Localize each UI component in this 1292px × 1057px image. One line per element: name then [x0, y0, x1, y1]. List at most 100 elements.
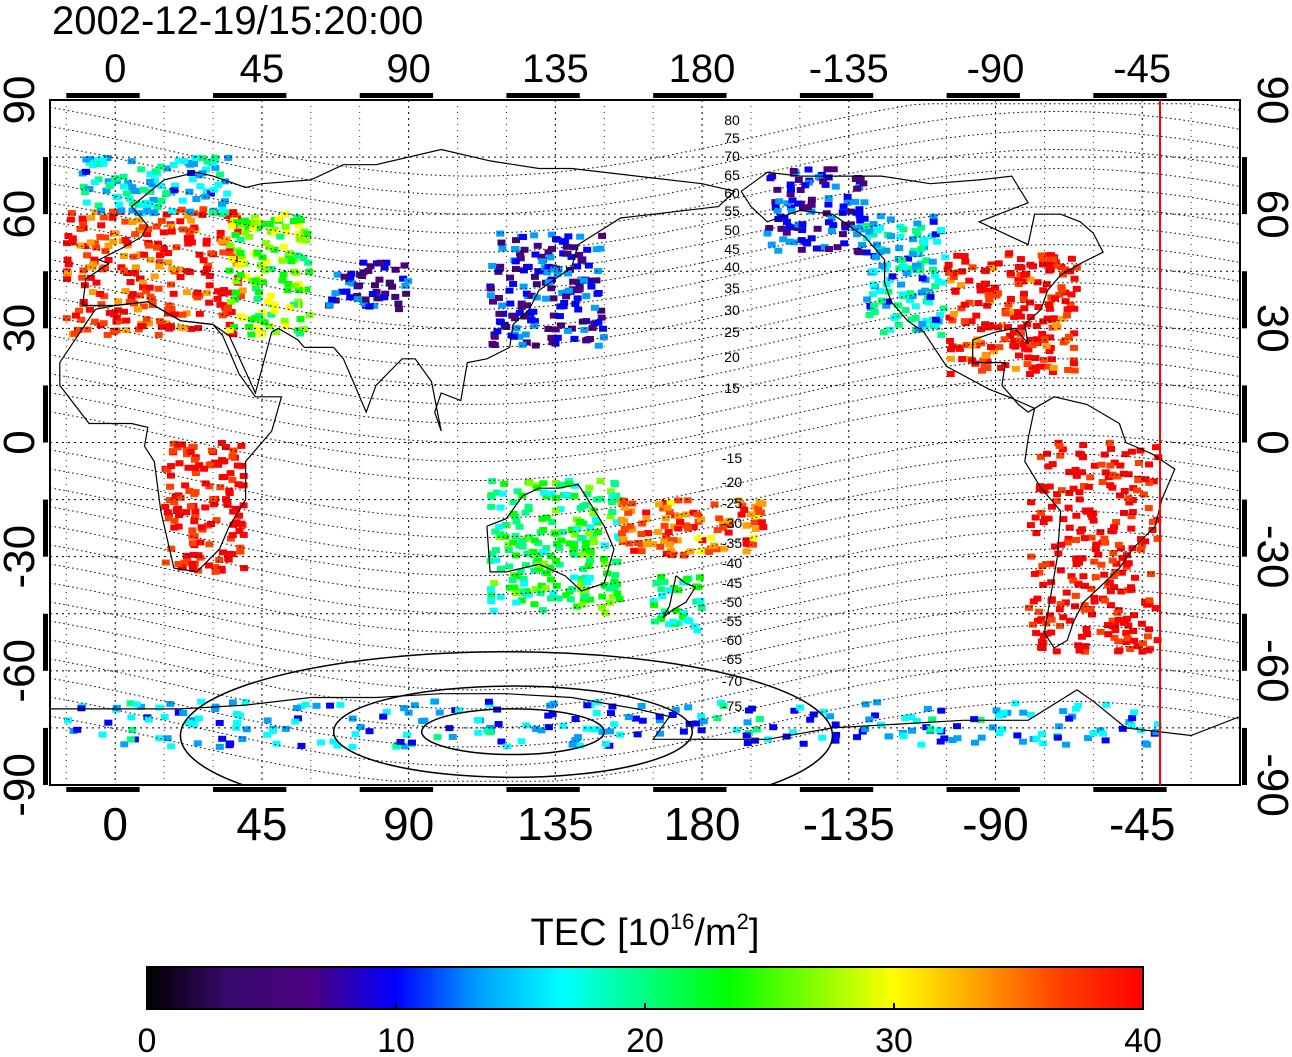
tec-cell	[1062, 589, 1071, 596]
magnetic-contour	[50, 662, 1240, 748]
tec-cell	[403, 731, 412, 738]
tec-cell	[1087, 534, 1096, 541]
colorbar-tick-label: 30	[875, 1022, 913, 1057]
tec-cell	[209, 186, 218, 193]
tec-cell	[150, 177, 159, 184]
tec-cell	[1018, 738, 1027, 745]
tec-cell	[226, 470, 235, 477]
tec-cell	[574, 306, 583, 313]
tec-cell	[146, 178, 155, 185]
tec-cell	[225, 327, 234, 334]
magnetic-latitude-label: 20	[724, 349, 740, 365]
tec-cell	[1074, 581, 1083, 588]
right-latitude-label: -60	[1248, 639, 1292, 703]
tec-cell	[519, 267, 528, 274]
tec-cell	[831, 721, 840, 728]
tec-cell	[1120, 487, 1129, 494]
tec-cell	[1035, 486, 1044, 493]
tec-cell	[755, 499, 764, 506]
tec-cell	[68, 235, 77, 242]
magnetic-latitude-label: -55	[722, 613, 742, 629]
tec-cell	[1049, 364, 1058, 371]
tec-cell	[1055, 622, 1064, 629]
tec-cell	[907, 714, 916, 721]
tec-cell	[665, 621, 674, 628]
tec-cell	[128, 726, 137, 733]
tec-cell	[284, 281, 293, 288]
top-frame-tick	[66, 93, 140, 98]
tec-cell	[221, 444, 230, 451]
tec-cell	[263, 717, 272, 724]
tec-cell	[89, 260, 98, 267]
tec-cell	[348, 280, 357, 287]
tec-cell	[986, 287, 995, 294]
tec-cell	[534, 558, 543, 565]
tec-cell	[496, 504, 505, 511]
tec-cell	[823, 166, 832, 173]
tec-cell	[188, 560, 197, 567]
tec-cell	[279, 243, 288, 250]
tec-cell	[666, 547, 675, 554]
tec-cell	[1032, 322, 1041, 329]
tec-cell	[496, 565, 505, 572]
tec-cell	[515, 523, 524, 530]
tec-cell	[291, 718, 300, 725]
magnetic-contour	[50, 206, 1240, 291]
tec-cell	[831, 737, 840, 744]
tec-cell	[202, 289, 211, 296]
tec-cell	[76, 242, 85, 249]
tec-cell	[153, 204, 162, 211]
tec-cell	[754, 505, 763, 512]
tec-cell	[943, 266, 952, 273]
tec-cell	[196, 183, 205, 190]
tec-cell	[149, 196, 158, 203]
tec-cell	[1116, 462, 1125, 469]
tec-cell	[939, 279, 948, 286]
tec-cell	[100, 293, 109, 300]
tec-cell	[122, 190, 131, 197]
tec-cell	[774, 247, 783, 254]
tec-cell	[684, 704, 693, 711]
tec-cell	[684, 525, 693, 532]
magnetic-latitude-label: 80	[724, 112, 740, 128]
tec-cell	[1080, 535, 1089, 542]
tec-cell	[557, 322, 566, 329]
tec-cell	[188, 721, 197, 728]
tec-cell	[1019, 341, 1028, 348]
tec-cell	[547, 490, 556, 497]
tec-cell	[1070, 367, 1079, 374]
tec-cell	[1059, 614, 1068, 621]
tec-cell	[272, 329, 281, 336]
tec-cell	[1026, 711, 1035, 718]
tec-cell	[1108, 623, 1117, 630]
tec-cell	[712, 546, 721, 553]
tec-cell	[945, 269, 954, 276]
tec-cell	[1079, 573, 1088, 580]
tec-cell	[497, 738, 506, 745]
tec-cell	[280, 317, 289, 324]
tec-cell	[888, 273, 897, 280]
tec-cell	[1104, 631, 1113, 638]
tec-cell	[908, 727, 917, 734]
tec-cell	[209, 501, 218, 508]
tec-cell	[1059, 708, 1068, 715]
tec-cell	[1039, 632, 1048, 639]
tec-cell	[214, 181, 223, 188]
tec-cell	[1106, 602, 1115, 609]
tec-cell	[689, 524, 698, 531]
tec-cell	[81, 243, 90, 250]
tec-cell	[226, 242, 235, 249]
tec-cell	[565, 480, 574, 487]
magnetic-contour	[50, 624, 1240, 710]
tec-cell	[669, 537, 678, 544]
magnetic-contour	[50, 681, 1240, 767]
tec-cell	[163, 165, 172, 172]
tec-cell	[773, 186, 782, 193]
tec-cell	[671, 706, 680, 713]
tec-cell	[239, 472, 248, 479]
tec-cell	[75, 307, 84, 314]
top-frame-tick	[799, 93, 874, 98]
top-longitude-label: 90	[386, 47, 431, 91]
tec-cell	[231, 289, 240, 296]
tec-cell	[584, 563, 593, 570]
